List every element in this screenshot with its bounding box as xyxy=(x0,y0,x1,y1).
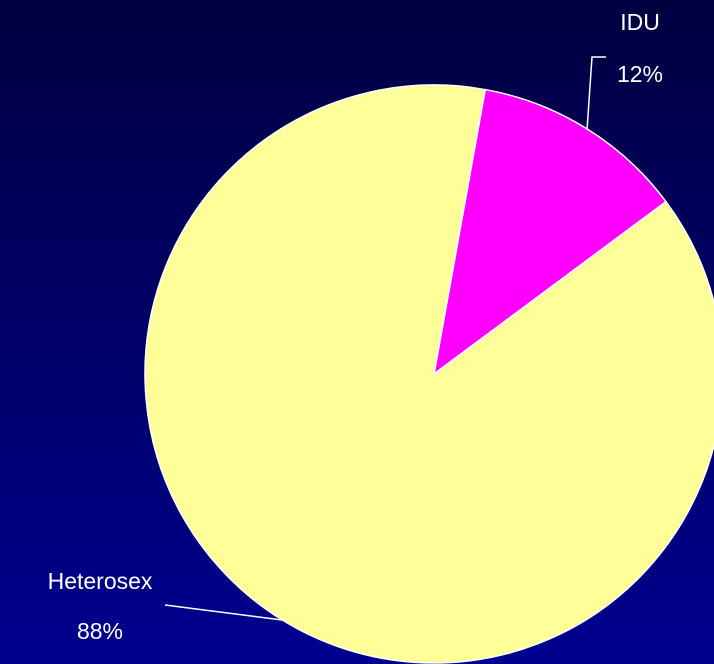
leader-line xyxy=(586,56,606,131)
slice-label: IDU xyxy=(620,9,660,35)
value-label: 88% xyxy=(77,618,123,644)
value-label: 12% xyxy=(617,61,663,87)
pie-slice xyxy=(432,88,668,376)
leader-line xyxy=(164,604,283,621)
slice-label: Heterosex xyxy=(48,568,153,594)
